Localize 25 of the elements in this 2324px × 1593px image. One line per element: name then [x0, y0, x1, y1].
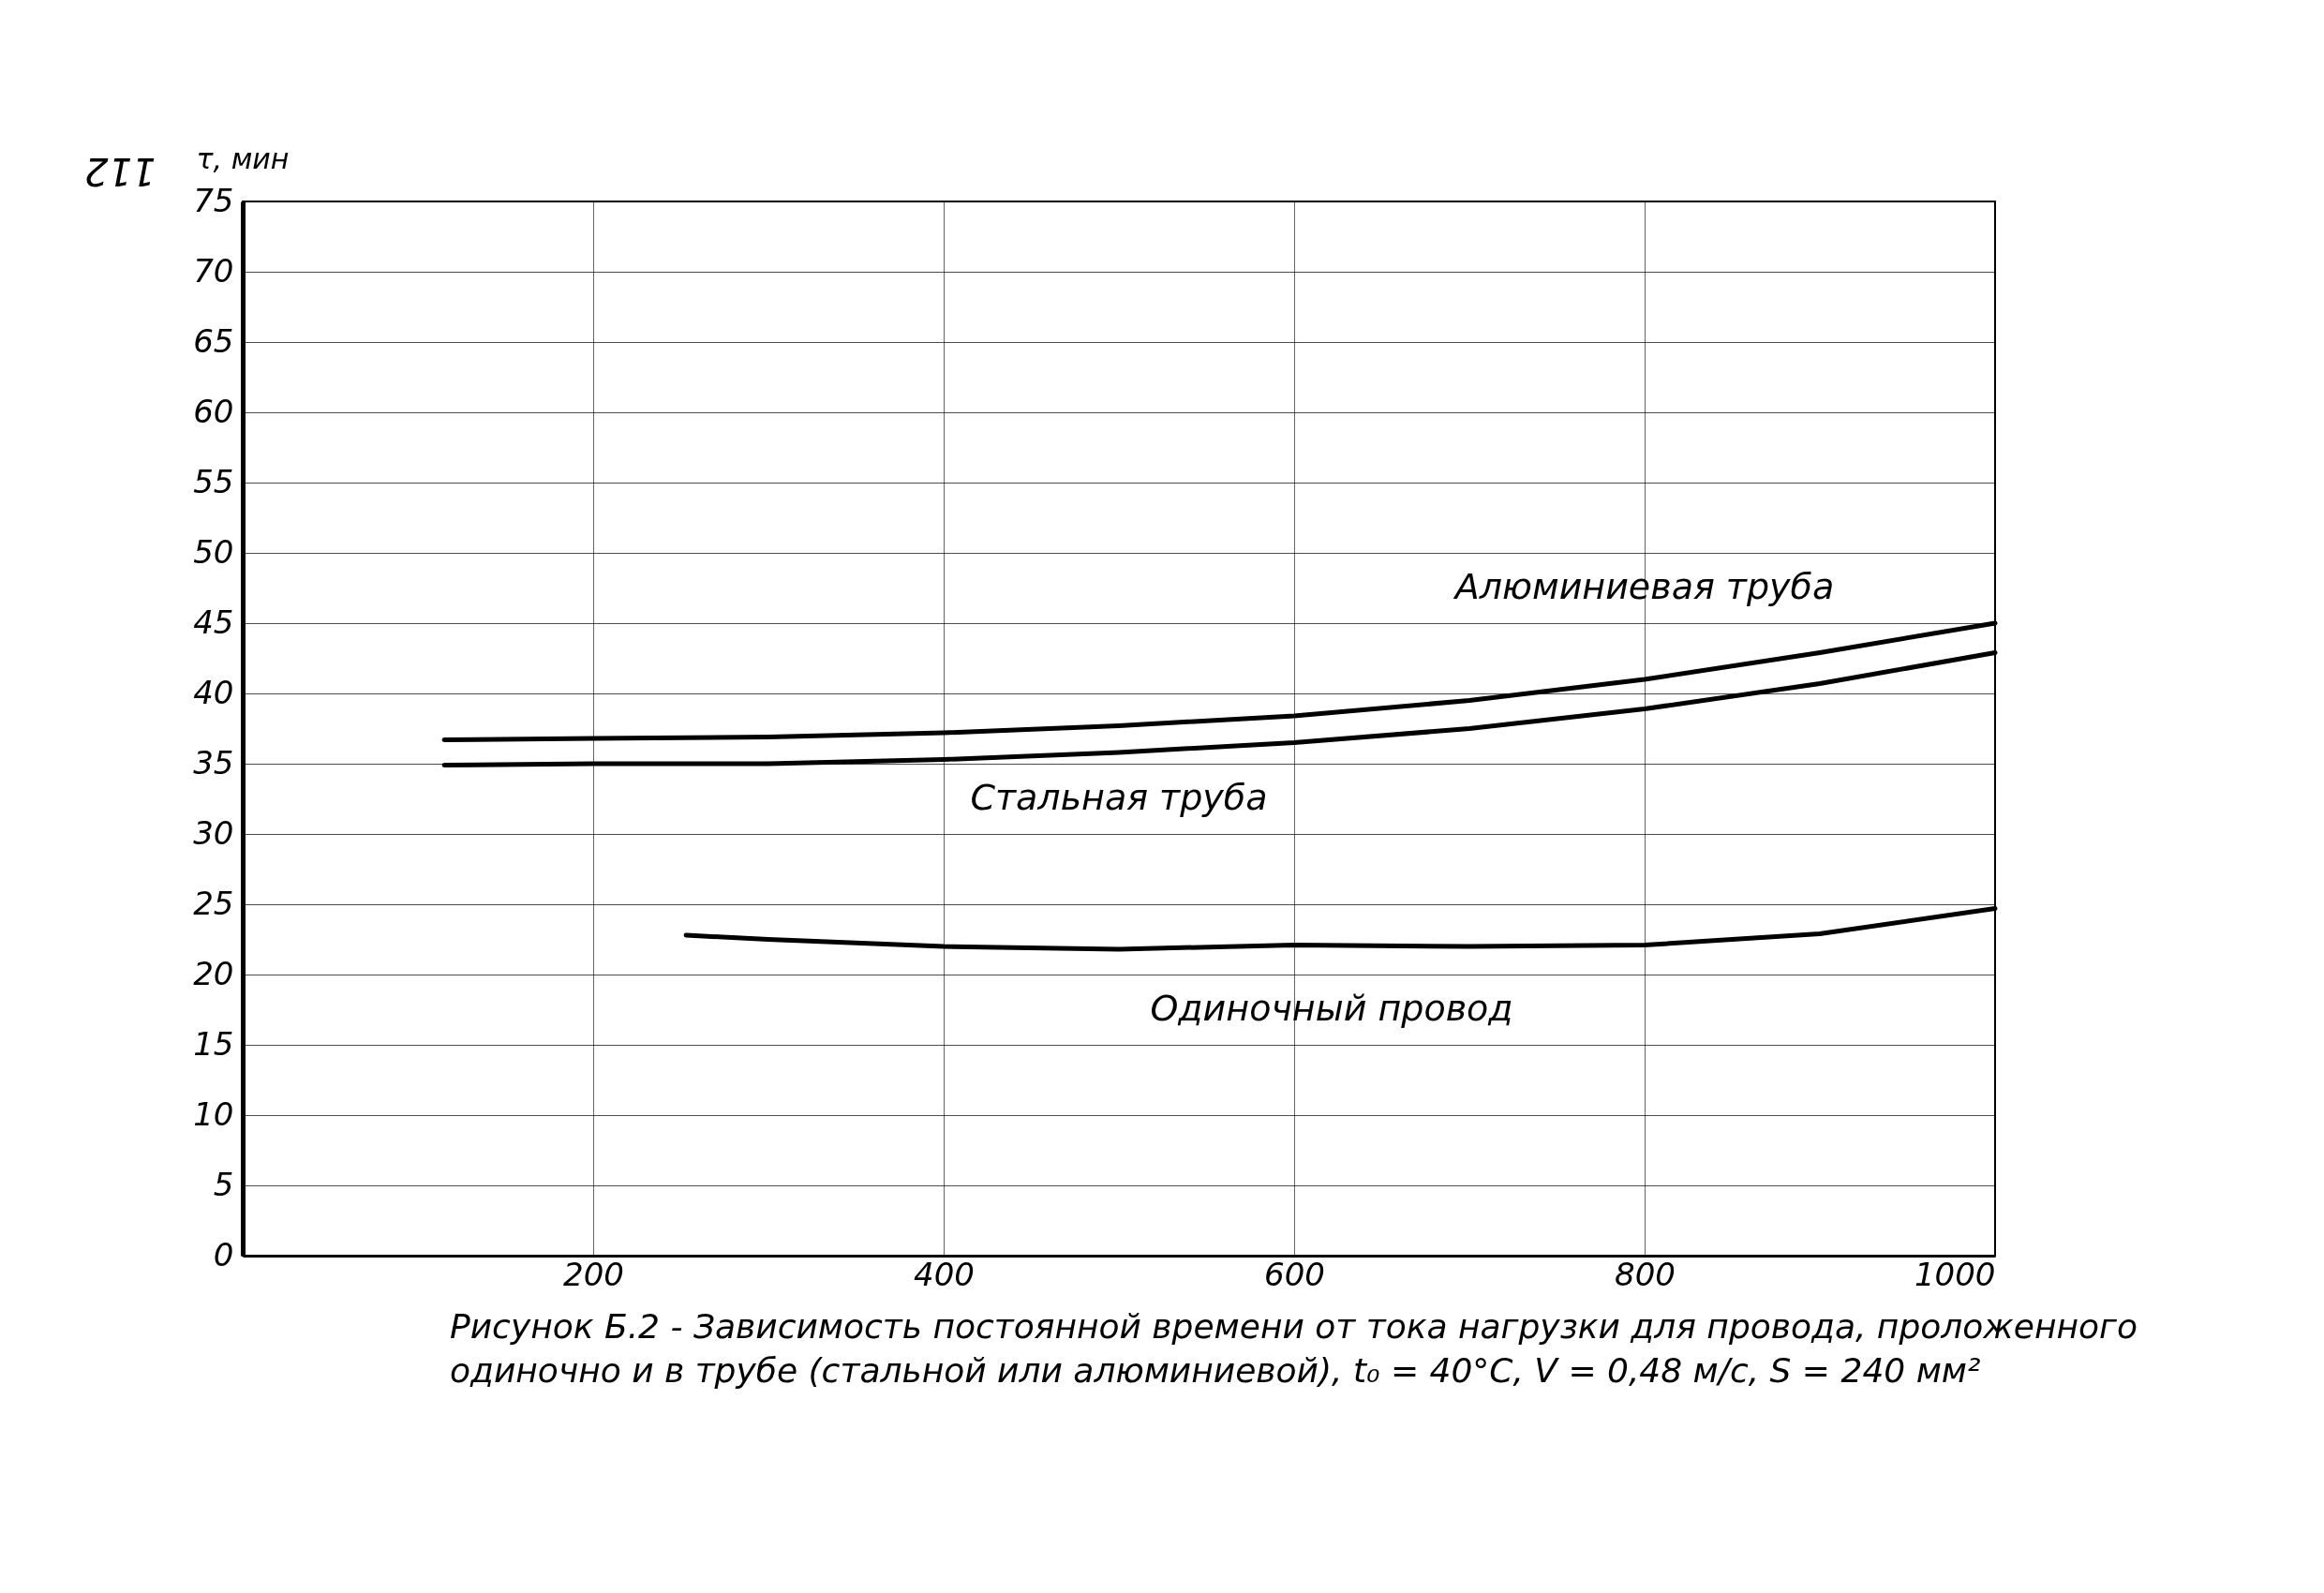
y-tick-label: 55 [193, 462, 234, 500]
text: Рисунок Б.2 - Зависимость постоянной времени от тока нагрузки для провода, проложенного одиночно и в трубе (стальной или алюминиевой), t₀ = 40°C, V = 0,48 м/с, S = 240 мм² [450, 1306, 2138, 1392]
x-tick-label: 1000 [1914, 1255, 1996, 1293]
y-tick-label: 15 [193, 1024, 234, 1063]
y-tick-label: 20 [193, 954, 234, 992]
series-label: Стальная труба [970, 777, 1268, 818]
y-tick-label: 10 [193, 1094, 234, 1133]
y-tick-label: 65 [193, 321, 234, 360]
x-tick-label: 600 [1264, 1255, 1325, 1293]
y-tick-label: 0 [213, 1235, 234, 1273]
y-tick-label: 5 [213, 1165, 234, 1203]
y-tick-label: 70 [193, 251, 234, 290]
x-tick-label: 200 [563, 1255, 624, 1293]
y-tick-label: 50 [193, 532, 234, 571]
text: 112 [84, 150, 156, 193]
y-tick-label: 35 [193, 743, 234, 782]
y-axis-title: τ, мин [196, 141, 290, 175]
y-tick-label: 60 [193, 392, 234, 430]
y-tick-label: 75 [193, 181, 234, 219]
x-tick-label: 800 [1615, 1255, 1676, 1293]
x-tick-label: 400 [914, 1255, 975, 1293]
y-tick-label: 25 [193, 884, 234, 922]
y-tick-label: 30 [193, 813, 234, 852]
y-tick-label: 40 [193, 673, 234, 711]
y-tick-label: 45 [193, 603, 234, 641]
